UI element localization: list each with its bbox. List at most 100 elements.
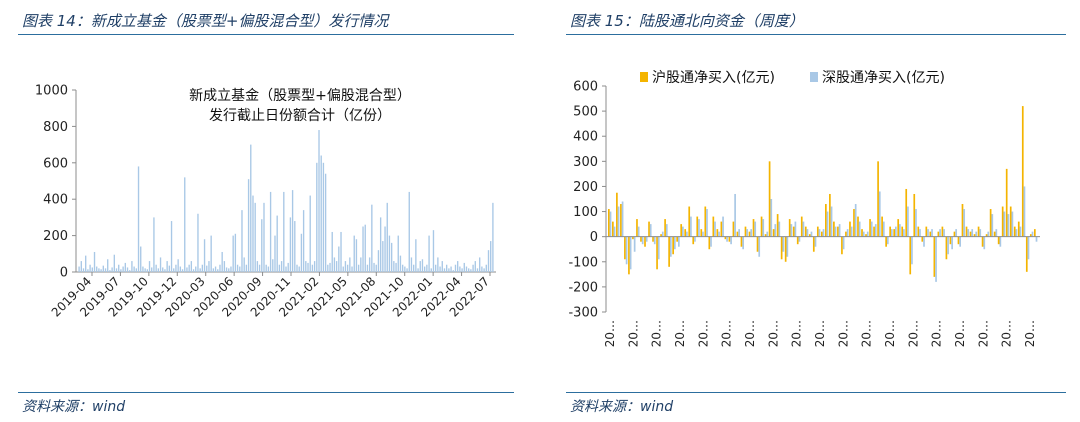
bar: [333, 257, 336, 272]
bar: [390, 242, 393, 272]
sz-bar: [951, 236, 953, 250]
bar: [190, 261, 193, 272]
sz-bar: [846, 229, 849, 237]
bar: [261, 219, 263, 272]
bar: [454, 264, 457, 272]
sh-bar: [700, 229, 703, 237]
bar: [252, 195, 254, 272]
bar: [331, 231, 333, 272]
bar: [483, 268, 485, 272]
bar: [100, 269, 102, 272]
x-tick-label: 20…: [696, 320, 710, 347]
bar: [87, 269, 89, 272]
sz-bar: [1023, 186, 1026, 237]
bar: [85, 255, 87, 272]
bar: [459, 266, 461, 272]
bar: [423, 266, 426, 272]
bar: [133, 266, 135, 272]
sh-bar: [760, 216, 763, 237]
sz-bar: [943, 229, 945, 237]
sh-bar: [953, 231, 956, 237]
sz-bar: [698, 219, 700, 237]
bar: [448, 268, 450, 272]
bar: [399, 255, 402, 272]
bar: [188, 264, 190, 272]
sz-bar: [886, 236, 889, 245]
sz-bar: [722, 216, 724, 237]
bar: [428, 235, 430, 272]
sz-bar: [959, 236, 961, 247]
bar: [450, 266, 452, 272]
bar: [465, 266, 468, 272]
x-tick-label: 20…: [930, 320, 944, 347]
fund-issuance-chart: 020040060080010002019-042019-072019-1020…: [35, 84, 496, 320]
bar: [487, 250, 490, 272]
sz-bar: [903, 229, 905, 237]
sz-bar: [987, 231, 990, 237]
sh-bar: [624, 236, 626, 260]
bar: [120, 269, 122, 272]
bar: [302, 210, 305, 272]
sz-bar: [649, 224, 652, 237]
sh-bar: [921, 236, 924, 242]
bar: [316, 162, 318, 272]
sz-bar: [653, 236, 656, 245]
y-tick-label: 300: [573, 155, 598, 170]
sz-bar: [790, 224, 793, 237]
bar: [490, 241, 492, 272]
bar: [366, 264, 369, 272]
bar: [267, 266, 270, 272]
sh-bar: [1017, 221, 1020, 237]
left-source-rule: [18, 392, 514, 393]
y-tick-label: 400: [573, 130, 598, 145]
bar: [426, 264, 428, 272]
bar: [437, 257, 439, 272]
bar: [419, 261, 421, 272]
bar: [470, 269, 472, 272]
sh-bar: [973, 234, 976, 237]
sz-bar: [625, 236, 628, 265]
bar: [179, 266, 182, 272]
bar: [197, 213, 199, 272]
sh-bar: [660, 234, 662, 237]
sz-bar: [979, 229, 982, 237]
sz-bar: [802, 221, 805, 237]
bar: [283, 191, 285, 272]
bar: [219, 264, 221, 272]
bar: [250, 144, 252, 272]
x-tick-label: 20…: [603, 320, 617, 347]
sh-bar: [985, 234, 988, 237]
sh-bar: [869, 219, 871, 237]
sh-bar: [664, 219, 666, 237]
sh-bar: [788, 219, 791, 237]
bar: [485, 264, 487, 272]
sh-bar: [1013, 226, 1016, 237]
sh-bar: [712, 216, 715, 237]
bar: [232, 235, 234, 272]
bar: [357, 264, 360, 272]
bar: [175, 264, 177, 272]
bar: [311, 264, 314, 272]
sz-bar: [637, 226, 640, 237]
bar: [445, 264, 448, 272]
bar: [184, 177, 186, 272]
bar: [344, 261, 347, 272]
x-tick-label: 20…: [626, 320, 640, 347]
bar: [124, 262, 126, 272]
bar: [313, 261, 316, 272]
sz-bar: [645, 236, 648, 242]
sh-bar: [989, 209, 992, 237]
bar: [351, 266, 353, 272]
sh-bar: [688, 206, 691, 237]
bar: [230, 266, 232, 272]
x-tick-label: 20…: [860, 320, 874, 347]
sh-bar: [909, 236, 912, 275]
bar: [186, 267, 188, 272]
bar: [210, 235, 212, 272]
sh-bar: [873, 226, 875, 237]
sh-bar: [772, 229, 775, 237]
sz-bar: [814, 236, 817, 247]
bar: [373, 262, 375, 272]
bar: [247, 179, 250, 272]
sz-bar: [766, 231, 769, 237]
